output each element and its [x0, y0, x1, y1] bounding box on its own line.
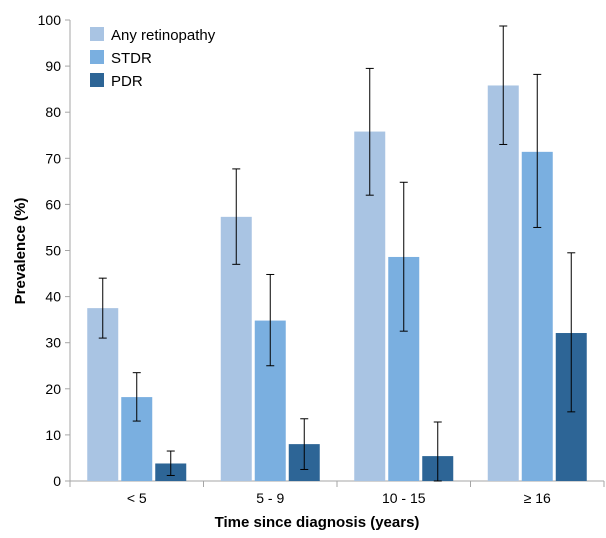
y-tick-label: 60	[45, 196, 61, 212]
legend: Any retinopathy STDR PDR	[90, 27, 216, 90]
legend-swatch	[90, 73, 104, 87]
legend-label: PDR	[111, 73, 143, 90]
x-axis-title: Time since diagnosis (years)	[215, 514, 420, 531]
x-tick-label: 5 - 9	[256, 490, 284, 506]
y-tick-label: 10	[45, 427, 61, 443]
error-bars	[98, 25, 576, 482]
bar	[487, 85, 519, 481]
y-tick-label: 40	[45, 289, 61, 305]
y-tick-label: 80	[45, 104, 61, 120]
y-axis-title: Prevalence (%)	[12, 198, 29, 305]
x-tick-label: ≥ 16	[524, 490, 551, 506]
y-axis-ticks: 0 10 20 30 40 50 60 70 80 90 100	[38, 12, 70, 489]
y-tick-label: 0	[53, 473, 61, 489]
y-tick-label: 20	[45, 381, 61, 397]
x-axis-ticks: < 5 5 - 9 10 - 15 ≥ 16	[69, 481, 605, 506]
y-tick-label: 50	[45, 243, 61, 259]
legend-swatch	[90, 27, 104, 41]
legend-label: STDR	[111, 50, 152, 67]
y-tick-label: 90	[45, 58, 61, 74]
x-tick-label: 10 - 15	[382, 490, 426, 506]
y-tick-label: 100	[38, 12, 62, 28]
legend-swatch	[90, 50, 104, 64]
y-tick-label: 30	[45, 335, 61, 351]
x-tick-label: < 5	[127, 490, 147, 506]
y-tick-label: 70	[45, 150, 61, 166]
bars	[87, 85, 587, 482]
legend-label: Any retinopathy	[111, 27, 216, 44]
